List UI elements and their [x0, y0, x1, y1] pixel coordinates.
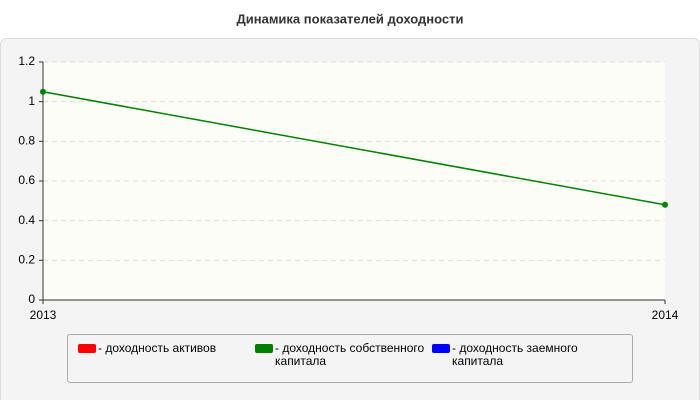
legend-swatch — [432, 344, 450, 353]
legend-item: доходность собственного капитала — [255, 342, 430, 368]
legend-label: доходность собственного капитала — [275, 342, 430, 368]
legend-swatch — [255, 344, 273, 353]
chart-title: Динамика показателей доходности — [236, 11, 463, 26]
data-point — [662, 201, 668, 208]
legend-swatch — [78, 344, 96, 353]
series-line — [42, 91, 666, 206]
legend-label: доходность активов — [98, 342, 253, 355]
legend-item: доходность активов — [78, 342, 253, 355]
x-tick-label: 2014 — [652, 308, 679, 322]
y-tick-label: 0.4 — [18, 213, 35, 227]
y-tick-label: 0 — [28, 292, 35, 306]
data-point — [40, 88, 46, 95]
y-tick-label: 0.8 — [18, 134, 35, 148]
x-tick-label: 2013 — [30, 308, 57, 322]
y-tick-label: 0.2 — [18, 253, 35, 267]
y-tick-label: 1 — [28, 94, 35, 108]
legend: доходность активов доходность собственног… — [67, 334, 633, 383]
y-tick-label: 0.6 — [18, 173, 35, 187]
y-tick-label: 1.2 — [18, 54, 35, 68]
legend-label: доходность заемного капитала — [452, 342, 607, 368]
legend-item: доходность заемного капитала — [432, 342, 607, 368]
